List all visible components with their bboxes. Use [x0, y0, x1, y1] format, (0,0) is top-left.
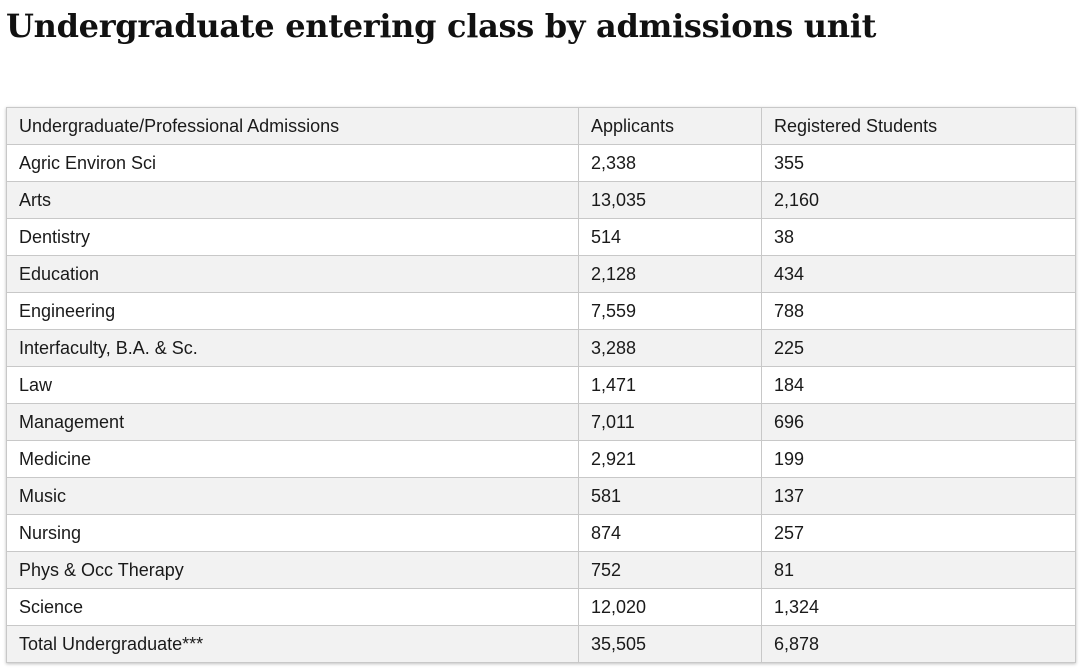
cell-applicants: 12,020	[578, 588, 762, 626]
cell-admissions-unit: Music	[6, 477, 579, 515]
cell-admissions-unit: Dentistry	[6, 218, 579, 256]
admissions-table: Undergraduate/Professional Admissions Ap…	[6, 107, 1076, 663]
table-row: Dentistry 514 38	[6, 218, 1076, 256]
cell-applicants: 581	[578, 477, 762, 515]
cell-registered-students: 788	[761, 292, 1076, 330]
table-row: Phys & Occ Therapy 752 81	[6, 551, 1076, 589]
cell-applicants: 752	[578, 551, 762, 589]
cell-registered-students: 184	[761, 366, 1076, 404]
column-header-applicants: Applicants	[578, 107, 762, 145]
column-header-registered-students: Registered Students	[761, 107, 1076, 145]
table-body: Agric Environ Sci 2,338 355 Arts 13,035 2,160…	[6, 144, 1076, 663]
table-row: Interfaculty, B.A. & Sc. 3,288 225	[6, 329, 1076, 367]
cell-applicants: 13,035	[578, 181, 762, 219]
cell-admissions-unit: Science	[6, 588, 579, 626]
cell-registered-students: 1,324	[761, 588, 1076, 626]
table-row: Music 581 137	[6, 477, 1076, 515]
table-row: Science 12,020 1,324	[6, 588, 1076, 626]
cell-applicants: 7,559	[578, 292, 762, 330]
cell-registered-students: 225	[761, 329, 1076, 367]
table-row: Arts 13,035 2,160	[6, 181, 1076, 219]
admissions-table-container: Undergraduate/Professional Admissions Ap…	[6, 107, 1076, 663]
cell-registered-students: 137	[761, 477, 1076, 515]
cell-registered-students: 257	[761, 514, 1076, 552]
cell-admissions-unit: Agric Environ Sci	[6, 144, 579, 182]
column-header-admissions-unit: Undergraduate/Professional Admissions	[6, 107, 579, 145]
cell-registered-students: 6,878	[761, 625, 1076, 663]
cell-admissions-unit: Nursing	[6, 514, 579, 552]
table-header-row: Undergraduate/Professional Admissions Ap…	[6, 107, 1076, 145]
table-row: Education 2,128 434	[6, 255, 1076, 293]
page-title: Undergraduate entering class by admissio…	[6, 7, 877, 45]
table-row: Engineering 7,559 788	[6, 292, 1076, 330]
table-row: Nursing 874 257	[6, 514, 1076, 552]
cell-registered-students: 696	[761, 403, 1076, 441]
cell-applicants: 7,011	[578, 403, 762, 441]
cell-applicants: 2,338	[578, 144, 762, 182]
cell-registered-students: 2,160	[761, 181, 1076, 219]
table-row: Law 1,471 184	[6, 366, 1076, 404]
cell-applicants: 2,921	[578, 440, 762, 478]
cell-registered-students: 81	[761, 551, 1076, 589]
cell-applicants: 874	[578, 514, 762, 552]
cell-applicants: 3,288	[578, 329, 762, 367]
cell-admissions-unit: Law	[6, 366, 579, 404]
table-row: Total Undergraduate*** 35,505 6,878	[6, 625, 1076, 663]
cell-admissions-unit: Education	[6, 255, 579, 293]
table-row: Management 7,011 696	[6, 403, 1076, 441]
cell-admissions-unit: Arts	[6, 181, 579, 219]
cell-registered-students: 199	[761, 440, 1076, 478]
cell-admissions-unit: Management	[6, 403, 579, 441]
table-row: Medicine 2,921 199	[6, 440, 1076, 478]
cell-registered-students: 355	[761, 144, 1076, 182]
cell-admissions-unit: Interfaculty, B.A. & Sc.	[6, 329, 579, 367]
cell-applicants: 514	[578, 218, 762, 256]
cell-admissions-unit: Phys & Occ Therapy	[6, 551, 579, 589]
cell-registered-students: 434	[761, 255, 1076, 293]
cell-admissions-unit: Medicine	[6, 440, 579, 478]
cell-admissions-unit: Total Undergraduate***	[6, 625, 579, 663]
cell-applicants: 2,128	[578, 255, 762, 293]
cell-admissions-unit: Engineering	[6, 292, 579, 330]
cell-registered-students: 38	[761, 218, 1076, 256]
cell-applicants: 35,505	[578, 625, 762, 663]
cell-applicants: 1,471	[578, 366, 762, 404]
table-row: Agric Environ Sci 2,338 355	[6, 144, 1076, 182]
